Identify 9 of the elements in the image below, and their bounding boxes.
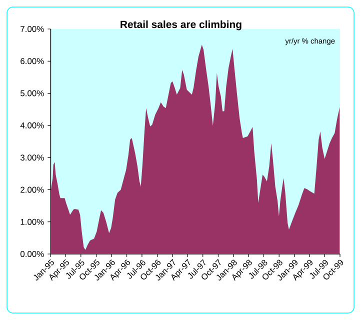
y-tick-label: 5.00%	[20, 90, 44, 96]
y-tick-label: 1.00%	[20, 218, 44, 225]
y-tick-label: 0.00%	[20, 251, 44, 257]
y-tick-label: 2.00%	[20, 186, 44, 193]
y-tick-label: 4.00%	[20, 122, 44, 128]
y-tick-label: 6.00%	[20, 58, 44, 64]
chart-title: Retail sales are climbing	[120, 20, 242, 30]
y-tick-label: 3.00%	[20, 154, 44, 161]
y-tick-label: 7.00%	[20, 26, 44, 32]
